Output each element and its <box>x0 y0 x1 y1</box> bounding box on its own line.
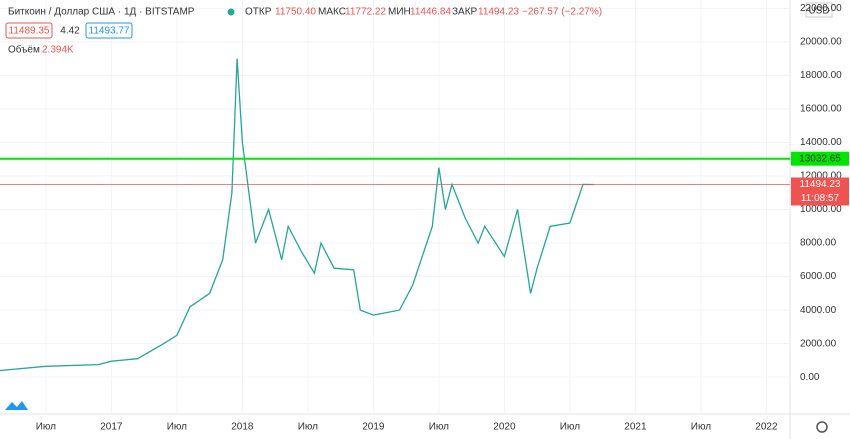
ask-box <box>85 22 133 39</box>
x-tick-label: Июл <box>560 422 580 433</box>
x-tick-label: 2019 <box>362 422 385 433</box>
currency: USD <box>808 6 829 17</box>
x-tick-label: 2021 <box>624 422 647 433</box>
label: ЗАКР <box>452 7 478 18</box>
y-tick-label: 16000.00 <box>800 104 842 115</box>
settings-icon[interactable] <box>816 421 828 433</box>
volume-label: Объём <box>8 44 40 56</box>
y-tick-label: 2000.00 <box>800 338 837 349</box>
price-tag-label: 13032.65 <box>799 153 841 164</box>
x-tick-label: Июл <box>429 422 449 433</box>
x-tick-label: Июл <box>36 422 56 433</box>
price-tag <box>791 177 849 192</box>
volume: 2.394K <box>42 45 74 56</box>
x-tick-label: Июл <box>298 422 318 433</box>
y-tick-label: 6000.00 <box>800 271 837 282</box>
y-tick-label: 22000.00 <box>800 3 842 14</box>
y-tick-label: 14000.00 <box>800 137 842 148</box>
x-tick-label: 2020 <box>493 422 516 433</box>
y-tick-label: 12000.00 <box>800 171 842 182</box>
y-tick-label: 20000.00 <box>800 37 842 48</box>
value: 11494.23 <box>478 7 519 18</box>
price-tag <box>791 151 849 166</box>
logo <box>5 401 28 410</box>
spread: 4.42 <box>60 26 80 37</box>
bid-box <box>5 22 53 39</box>
bid: 11489.35 <box>9 26 50 37</box>
status-dot <box>227 8 235 16</box>
value: 11446.84 <box>410 7 451 18</box>
x-tick-label: Июл <box>167 422 187 433</box>
x-tick-label: 2017 <box>100 422 123 433</box>
currency-box <box>805 2 833 18</box>
price-line <box>0 58 594 372</box>
symbol: Биткоин / Доллар США · 1Д · BITSTAMP <box>8 7 195 18</box>
change: −267.57 (−2.27%) <box>522 7 602 18</box>
value: 11750.40 <box>275 7 316 18</box>
y-tick-label: 0.00 <box>800 372 820 383</box>
x-tick-label: Июл <box>691 422 711 433</box>
header: Биткоин / Доллар США · 1Д · BITSTAMP ОТК… <box>5 2 833 433</box>
y-tick-label: 4000.00 <box>800 305 837 316</box>
price-tag-label: 11494.23 <box>800 179 841 190</box>
y-tick-label: 8000.00 <box>800 238 837 249</box>
x-tick-label: 2022 <box>755 422 778 433</box>
label: МАКС <box>318 7 346 18</box>
y-tick-label: 18000.00 <box>800 70 842 81</box>
label: МИН <box>388 7 411 18</box>
label: ОТКР <box>245 7 272 18</box>
value: 11772.22 <box>345 7 386 18</box>
time-tag <box>791 191 849 206</box>
x-tick-label: 2018 <box>231 422 254 433</box>
time-tag-label: 11:08:57 <box>801 193 840 204</box>
y-tick-label: 10000.00 <box>800 204 842 215</box>
ask: 11493.77 <box>89 26 130 37</box>
